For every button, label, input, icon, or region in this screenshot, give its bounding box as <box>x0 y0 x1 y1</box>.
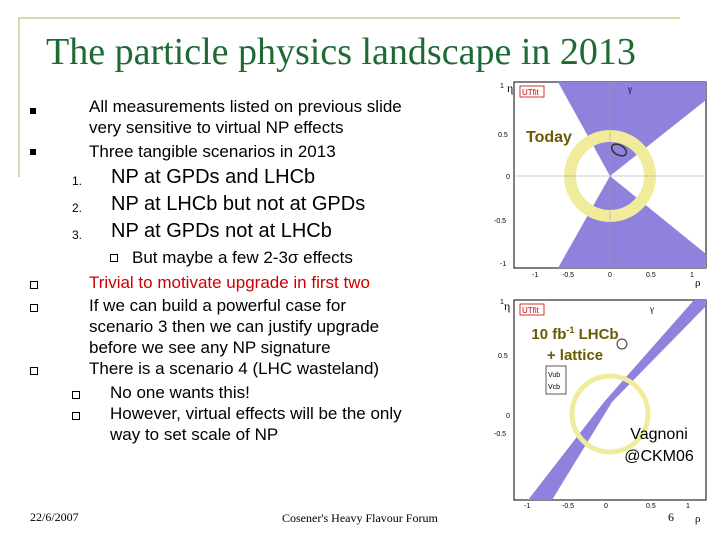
eta-axis-label: η <box>507 81 513 95</box>
bullet-hollow-square <box>30 304 38 312</box>
utfit-logo <box>519 85 545 98</box>
footer-venue: Cosener's Heavy Flavour Forum <box>282 511 438 525</box>
bullet-3: Trivial to motivate upgrade in first two <box>89 273 370 292</box>
bullet-square <box>30 149 36 155</box>
vub-label: Vub <box>548 372 560 379</box>
xtick: 0 <box>608 272 612 279</box>
bullet-2: Three tangible scenarios in 2013 <box>89 142 336 161</box>
xtick: 0.5 <box>646 272 656 279</box>
sub-bullet-square <box>110 254 118 262</box>
credit-line-1: Vagnoni <box>630 426 688 443</box>
list-number-1: 1. <box>72 174 83 188</box>
credit-vagnoni: Vagnoni @CKM06 <box>618 424 700 468</box>
xtick: 0.5 <box>646 503 656 510</box>
xtick: 1 <box>690 272 694 279</box>
xtick: -1 <box>532 272 538 279</box>
footer-date: 22/6/2007 <box>30 510 79 524</box>
ytick: 0 <box>506 413 510 420</box>
xtick: 1 <box>686 503 690 510</box>
utfit-logo-text: UTfit <box>522 306 540 315</box>
label-fb-prefix: 10 fb <box>531 326 567 343</box>
slide-title: The particle physics landscape in 2013 <box>46 31 636 73</box>
ytick: 1 <box>500 83 504 90</box>
ytick: -0.5 <box>494 431 506 438</box>
list-number-2: 2. <box>72 201 83 215</box>
bullet-5: There is a scenario 4 (LHC wasteland) <box>89 359 380 378</box>
bullet-4-line-3: before we see any NP signature <box>89 338 331 357</box>
label-lattice: + lattice <box>546 347 604 364</box>
ytick: 0 <box>506 174 510 181</box>
ytick: 0.5 <box>498 132 508 139</box>
ytick: 1 <box>500 299 504 306</box>
bullet-1-line-2: very sensitive to virtual NP effects <box>89 118 344 137</box>
eta-axis-label: η <box>504 299 510 313</box>
footer-page-number: 6 <box>668 510 674 524</box>
rho-axis-label: ρ <box>695 513 701 525</box>
list-number-3: 3. <box>72 228 83 242</box>
label-fb-sup: -1 <box>566 325 575 335</box>
frame-left-line <box>18 17 20 177</box>
ytick: -1 <box>500 261 506 268</box>
sub-bullet-5a: No one wants this! <box>110 383 250 402</box>
sub-bullet-5b-line-1: However, virtual effects will be the onl… <box>110 404 402 423</box>
credit-line-2: @CKM06 <box>624 448 694 465</box>
list-item-3: NP at GPDs not at LHCb <box>111 220 332 242</box>
sub-bullet-5b-line-2: way to set scale of NP <box>110 425 279 444</box>
ut-plot-lhcb: Vub Vcb UTfit γ η 1 0.5 0 -0.5 -1 -0.5 0… <box>494 299 707 525</box>
xtick: 0 <box>604 503 608 510</box>
xtick: -1 <box>524 503 530 510</box>
label-today: Today <box>526 129 572 146</box>
frame-top-line <box>20 17 680 19</box>
bullet-1-line-1: All measurements listed on previous slid… <box>89 97 402 116</box>
bullet-square <box>30 108 36 114</box>
gamma-label: γ <box>649 304 654 314</box>
bullet-4-line-1: If we can build a powerful case for <box>89 296 347 315</box>
sub-bullet-square <box>72 412 80 420</box>
list-item-2: NP at LHCb but not at GPDs <box>111 193 366 215</box>
sub-bullet-3: But maybe a few 2-3σ effects <box>132 248 353 267</box>
bullet-4-line-2: scenario 3 then we can justify upgrade <box>89 317 380 336</box>
ytick: 0.5 <box>498 353 508 360</box>
label-10fb-lhcb: 10 fb-1 LHCb + lattice <box>520 320 630 366</box>
rho-axis-label: ρ <box>695 277 701 288</box>
ytick: -0.5 <box>494 218 506 225</box>
utfit-logo-text: UTfit <box>522 88 540 97</box>
xtick: -0.5 <box>562 272 574 279</box>
label-fb-suffix: LHCb <box>574 326 619 343</box>
gamma-label: γ <box>627 84 632 94</box>
vcb-label: Vcb <box>548 384 560 391</box>
bullet-hollow-square <box>30 281 38 289</box>
vub-vcb-box <box>545 365 567 395</box>
bullet-hollow-square <box>30 367 38 375</box>
sub-bullet-square <box>72 391 80 399</box>
ut-plot-today: UTfit γ η 1 0.5 0 -0.5 -1 -1 -0.5 0 0.5 … <box>494 81 707 288</box>
list-item-1: NP at GPDs and LHCb <box>111 166 316 188</box>
utfit-logo <box>519 303 545 316</box>
xtick: -0.5 <box>562 503 574 510</box>
